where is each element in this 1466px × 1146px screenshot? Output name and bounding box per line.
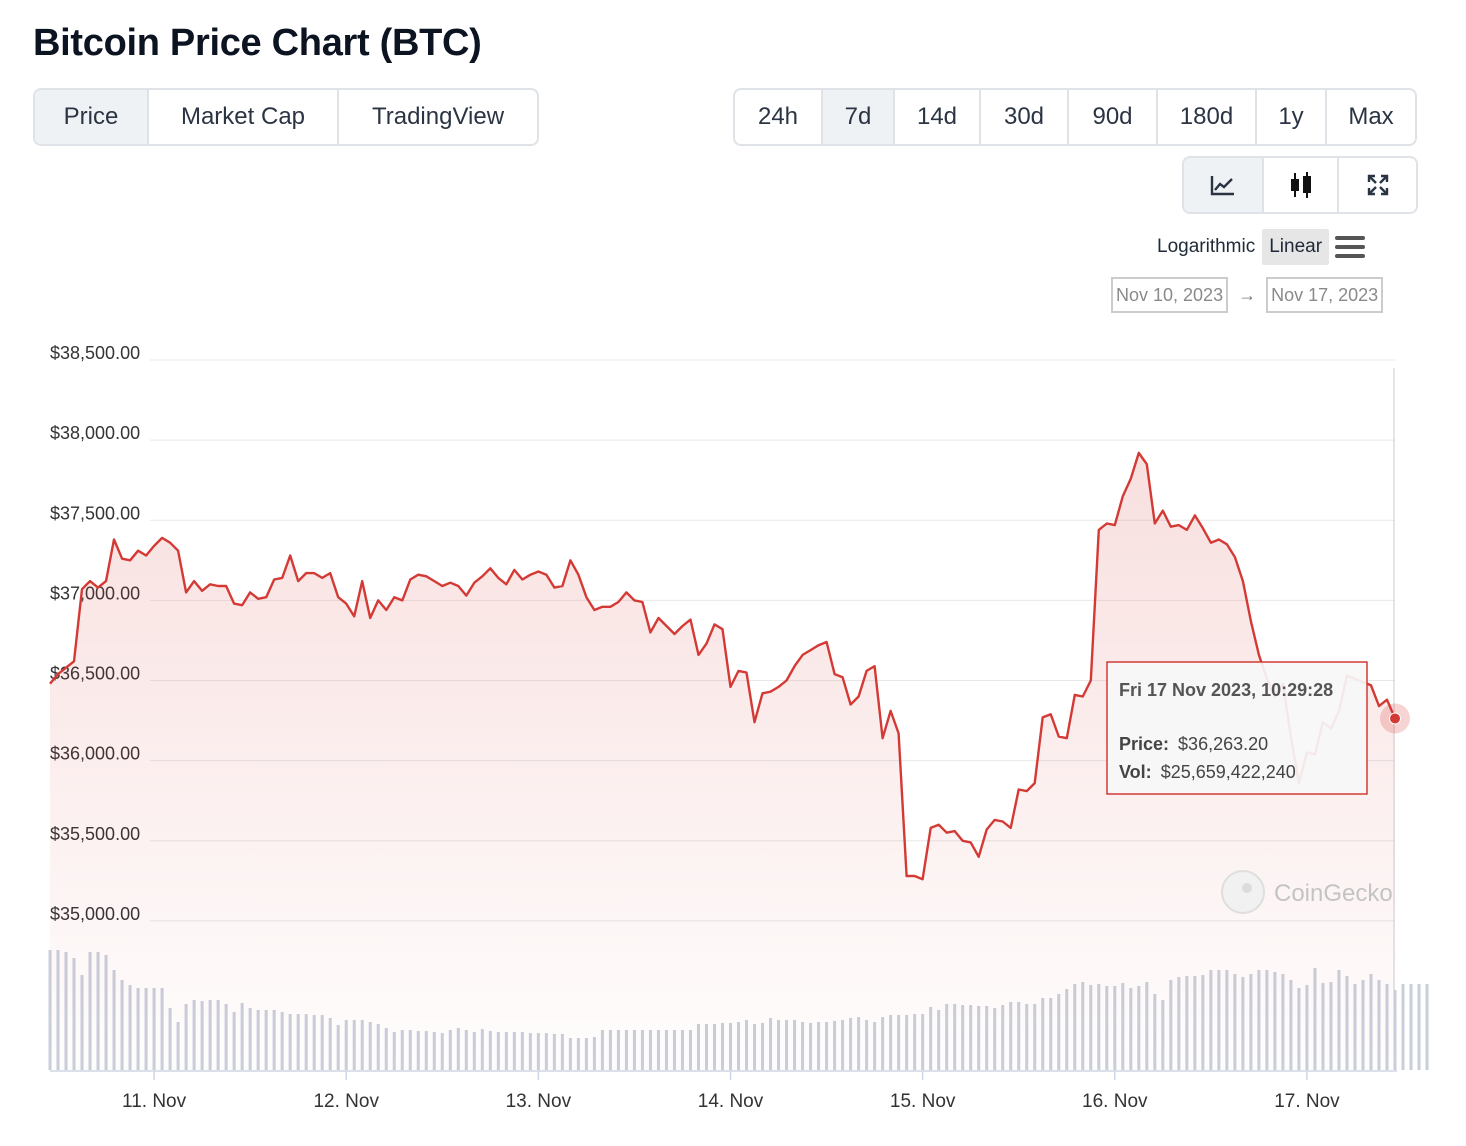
scale-selector: Logarithmic Linear xyxy=(1150,228,1369,266)
x-tick-label: 16. Nov xyxy=(1082,1091,1148,1112)
svg-text:Price: $36,263.20: Price: $36,263.20 xyxy=(1119,734,1268,754)
tab-14d[interactable]: 14d xyxy=(895,90,981,144)
tab-90d[interactable]: 90d xyxy=(1069,90,1158,144)
chart-view-tab-group xyxy=(1182,156,1418,214)
line-chart-button[interactable] xyxy=(1184,158,1264,212)
tab-7d[interactable]: 7d xyxy=(823,90,895,144)
page-title: Bitcoin Price Chart (BTC) xyxy=(33,22,482,64)
coingecko-logo-icon xyxy=(1221,870,1265,914)
tooltip-price-label: Price: xyxy=(1119,734,1169,754)
tab-30d[interactable]: 30d xyxy=(981,90,1069,144)
tab-180d[interactable]: 180d xyxy=(1158,90,1257,144)
tooltip-vol-value: $25,659,422,240 xyxy=(1161,762,1296,782)
price-line xyxy=(49,451,1397,881)
line-chart-icon xyxy=(1210,176,1234,196)
coingecko-watermark: CoinGecko xyxy=(1221,870,1393,914)
volume-bar xyxy=(1417,984,1421,1070)
tooltip-price-value: $36,263.20 xyxy=(1178,734,1268,754)
volume-bar xyxy=(1401,984,1405,1070)
svg-text:Vol: $25,659,422,240: Vol: $25,659,422,240 xyxy=(1119,762,1296,782)
expand-button[interactable] xyxy=(1339,158,1416,212)
tooltip-title: Fri 17 Nov 2023, 10:29:28 xyxy=(1119,680,1333,700)
hover-point xyxy=(1389,712,1401,725)
date-from-input[interactable]: Nov 10, 2023 xyxy=(1111,277,1229,313)
y-tick-label: $37,500.00 xyxy=(50,503,140,523)
tab-1y[interactable]: 1y xyxy=(1257,90,1327,144)
linear-option[interactable]: Linear xyxy=(1262,229,1330,265)
x-tick-label: 13. Nov xyxy=(506,1091,572,1112)
arrow-right-icon: → xyxy=(1238,284,1257,305)
expand-icon xyxy=(1367,174,1388,196)
tab-max[interactable]: Max xyxy=(1348,103,1394,130)
candlestick-button[interactable] xyxy=(1264,158,1339,212)
volume-bar xyxy=(1425,984,1429,1070)
tab-tradingview[interactable]: TradingView xyxy=(371,103,505,130)
y-tick-label: $38,500.00 xyxy=(50,343,140,363)
tooltip: Fri 17 Nov 2023, 10:29:28 Price: $36,263… xyxy=(1106,661,1368,795)
tab-24h[interactable]: 24h xyxy=(735,90,823,144)
menu-icon[interactable] xyxy=(1335,230,1369,264)
date-to-input[interactable]: Nov 17, 2023 xyxy=(1266,277,1384,313)
candlestick-icon xyxy=(1290,172,1311,198)
x-tick-label: 11. Nov xyxy=(122,1091,187,1112)
x-tick-label: 17. Nov xyxy=(1274,1091,1340,1112)
price-area xyxy=(50,452,1395,1070)
x-tick-label: 12. Nov xyxy=(313,1091,379,1112)
y-tick-label: $38,000.00 xyxy=(50,423,140,443)
time-range-tab-group: 24h 7d 14d 30d 90d 180d 1y Max xyxy=(733,88,1417,146)
metric-tab-group: Price Market Cap TradingView xyxy=(33,88,539,146)
watermark-text: CoinGecko xyxy=(1274,880,1393,907)
x-tick-label: 15. Nov xyxy=(890,1091,956,1112)
tab-price[interactable]: Price xyxy=(35,90,149,144)
tab-market-cap[interactable]: Market Cap xyxy=(149,90,339,144)
date-range-picker: Nov 10, 2023 → Nov 17, 2023 xyxy=(1111,277,1384,313)
price-chart[interactable]: $35,000.00$35,500.00$36,000.00$36,500.00… xyxy=(0,330,1466,1130)
volume-bar xyxy=(1409,984,1413,1070)
x-tick-label: 14. Nov xyxy=(698,1091,764,1112)
tooltip-vol-label: Vol: xyxy=(1119,762,1152,782)
logarithmic-option[interactable]: Logarithmic xyxy=(1157,236,1256,257)
